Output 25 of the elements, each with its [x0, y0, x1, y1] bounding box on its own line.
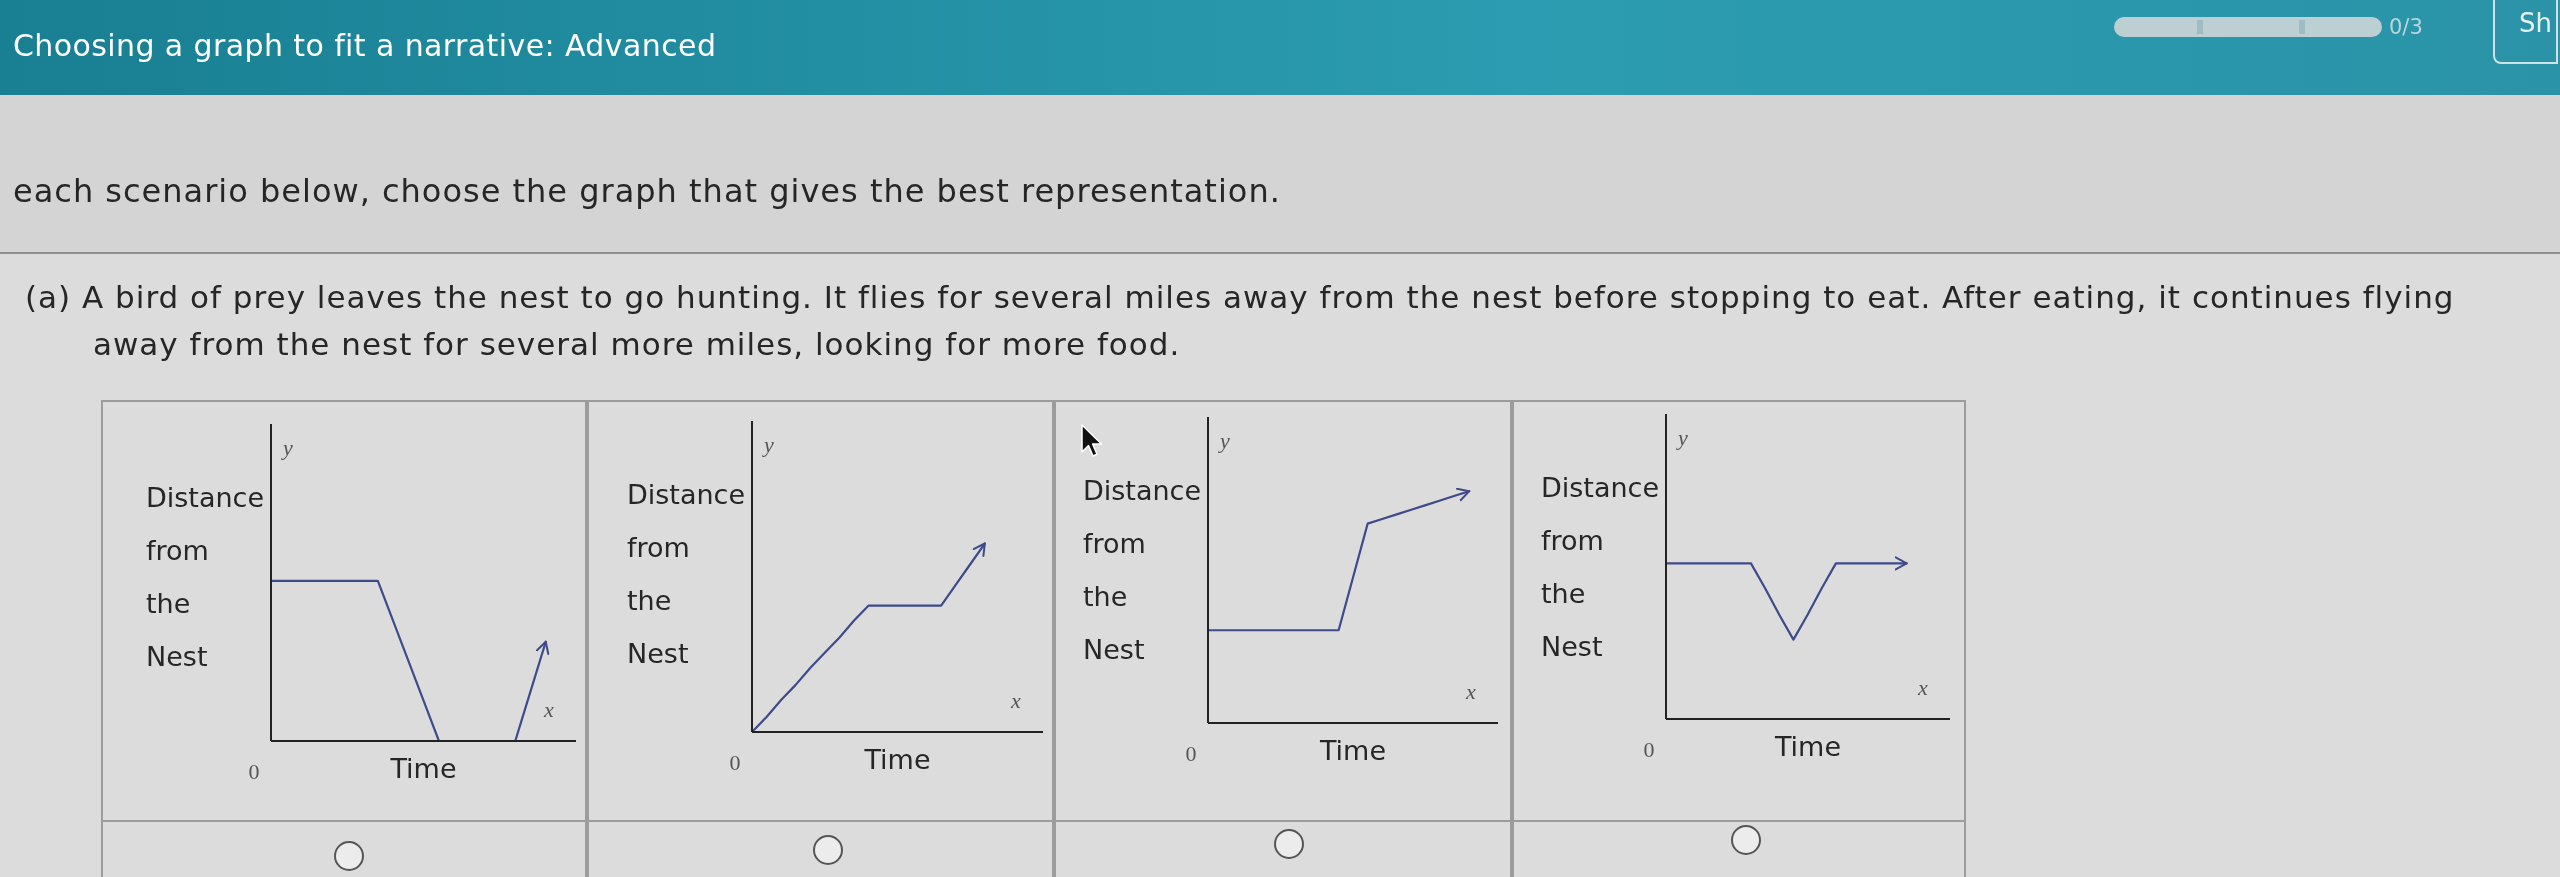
y-axis-title: Distance from the Nest [1541, 472, 1660, 663]
text: y [1218, 428, 1231, 454]
text: (a) A bird of prey leaves the nest to go hunting. It flies for several miles away from the nest before stopping to eat. After eating, it continues flying away from the nest for several more miles, looking for more food. [25, 278, 2456, 364]
text: 0 [1642, 737, 1656, 763]
text: 0 [728, 750, 742, 776]
y-axis-title: Distance from the Nest [1083, 475, 1202, 666]
annotation: x [1464, 679, 1477, 705]
button: Sh [2493, 0, 2558, 64]
x-axis-title: Time [1319, 735, 1387, 767]
text: y [1676, 425, 1689, 451]
x-axis-title: Time [390, 753, 457, 785]
x-axis-title: Time [864, 744, 931, 776]
text: 0/3 [2389, 14, 2423, 40]
text: x [1009, 688, 1022, 714]
x-axis-title: Time [1774, 731, 1842, 763]
text: 0 [1184, 741, 1198, 767]
y-axis-title: Distance from the Nest [146, 482, 265, 673]
text: x [1916, 675, 1929, 701]
y-axis-title: Distance from the Nest [627, 479, 746, 670]
text: y [281, 435, 294, 461]
text: each scenario below, choose the graph that gives the best representation. [13, 172, 1281, 210]
text: Choosing a graph to fit a narrative: Advanced [13, 28, 717, 64]
annotation: x [542, 697, 555, 723]
text: 0 [247, 759, 261, 785]
text: y [762, 432, 775, 458]
